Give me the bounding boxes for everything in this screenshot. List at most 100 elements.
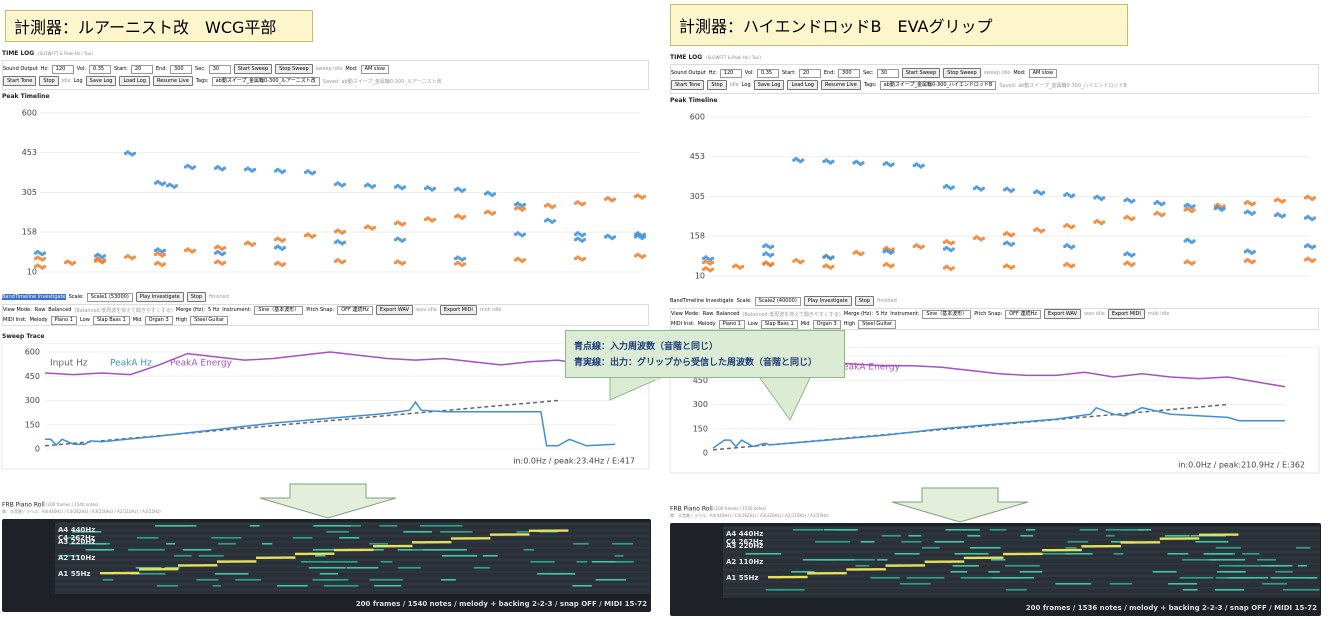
note	[516, 531, 530, 533]
note	[901, 541, 922, 543]
button[interactable]: Stop Sweep	[275, 64, 313, 74]
point	[192, 165, 197, 169]
time-log-box: Sound Output Hz: 120 Vol: 0.35 Start: 20 End: 30…	[670, 64, 1319, 94]
note	[1257, 559, 1277, 561]
arrow	[259, 483, 397, 519]
note	[573, 543, 589, 545]
note	[214, 573, 249, 575]
button[interactable]: Stop	[854, 296, 875, 306]
note	[182, 549, 212, 551]
point	[951, 247, 955, 251]
note	[776, 589, 805, 591]
label: 5 Hz	[208, 307, 220, 313]
melody-note	[126, 571, 140, 575]
point	[891, 247, 895, 251]
point	[1011, 232, 1016, 236]
band-box: View Mode: Raw Balanced (Balanced:低周波を抑えて聞き…	[2, 304, 649, 326]
melody-note	[490, 533, 504, 536]
button[interactable]: Start Tone	[3, 76, 37, 86]
button[interactable]: Export WAV	[375, 305, 414, 315]
field: 30	[208, 64, 231, 74]
point	[162, 252, 167, 257]
note	[1215, 547, 1241, 549]
melody-note	[937, 560, 952, 563]
button[interactable]: Resume Live	[820, 80, 861, 90]
piano-title: FRB Piano Roll	[2, 502, 45, 509]
button[interactable]: Export MIDI	[439, 305, 477, 315]
melody-note	[321, 552, 335, 555]
peak-chart: 10 158 305 453 600	[22, 109, 647, 277]
note	[398, 567, 421, 569]
point	[462, 215, 467, 219]
melody-note	[191, 564, 205, 567]
note	[166, 543, 175, 545]
label: BandTimeline Investigate	[670, 298, 734, 304]
button[interactable]: Stop	[707, 80, 727, 90]
note	[164, 567, 180, 569]
button[interactable]: Save Log	[753, 80, 785, 90]
button[interactable]: Export WAV	[1043, 309, 1082, 319]
point	[432, 186, 437, 191]
note	[482, 555, 498, 557]
controls-row: Start Tone Stop idle Log Save Log Load Log Res…	[671, 80, 1127, 90]
note	[65, 537, 78, 539]
note	[1217, 571, 1246, 573]
button[interactable]: Play Investigate	[135, 292, 184, 302]
band-box: View Mode: Raw Balanced (Balanced:低周波を抑えて聞き…	[670, 308, 1319, 330]
point	[1192, 204, 1196, 208]
label: View Mode:	[3, 307, 32, 313]
roll-plot	[723, 526, 1320, 598]
melody-note	[386, 544, 400, 548]
note	[374, 585, 402, 587]
melody-note	[347, 548, 361, 552]
button[interactable]: Export MIDI	[1107, 309, 1145, 319]
point	[522, 206, 527, 211]
device-title: 計測器：ハイエンドロッドB EVAグリップ	[670, 4, 1128, 46]
button[interactable]: Start Sweep	[233, 64, 273, 74]
point	[710, 260, 715, 265]
label: Sound Output	[3, 66, 38, 72]
point	[522, 258, 527, 262]
button[interactable]: Stop Sweep	[943, 68, 981, 78]
point	[1132, 198, 1136, 203]
legend-entry: PeakA Energy	[170, 359, 233, 369]
button[interactable]: Resume Live	[152, 76, 193, 86]
callout: 青点線：入力周波数（音階と同じ） 青実線：出力：グリップから受信した周波数（音階…	[565, 330, 845, 378]
point	[582, 201, 587, 205]
melody-note	[768, 576, 782, 579]
y-tick-label: 305	[22, 188, 37, 197]
point	[582, 256, 587, 261]
note	[1270, 577, 1303, 579]
note	[308, 567, 346, 569]
button[interactable]: Start Tone	[671, 80, 705, 90]
point	[1071, 224, 1076, 228]
label: End:	[823, 70, 836, 76]
button[interactable]: Play Investigate	[803, 296, 852, 306]
callout-line: 青実線：出力：グリップから受信した周波数（音階と同じ）	[574, 358, 818, 368]
point	[1041, 190, 1046, 195]
field: 20	[798, 68, 821, 78]
y-tick-label: 150	[25, 420, 40, 429]
button[interactable]: Stop	[186, 292, 207, 302]
button[interactable]: Stop	[39, 76, 59, 86]
pitch-label: A4 440Hz	[726, 530, 763, 538]
label: MIDI Inst:	[671, 321, 695, 327]
status: in:0.0Hz / peak:23.4Hz / E:417	[513, 457, 635, 466]
note	[136, 537, 159, 539]
note	[403, 531, 432, 533]
button[interactable]: Start Sweep	[901, 68, 941, 78]
label: Instrument:	[222, 307, 252, 313]
note	[261, 543, 273, 545]
point	[1252, 259, 1256, 263]
controls-row: MIDI Inst: Melody Piano 1 Low Slap Bass 1 Mid…	[3, 315, 228, 325]
pitch-label: A2 110Hz	[58, 554, 95, 562]
button[interactable]: Save Log	[85, 76, 117, 86]
note	[537, 573, 561, 575]
label: Start:	[113, 66, 128, 72]
note	[346, 567, 379, 569]
button[interactable]: Load Log	[119, 76, 150, 86]
point	[522, 232, 527, 236]
note	[614, 555, 624, 557]
button[interactable]: Load Log	[787, 80, 818, 90]
point	[770, 252, 775, 257]
